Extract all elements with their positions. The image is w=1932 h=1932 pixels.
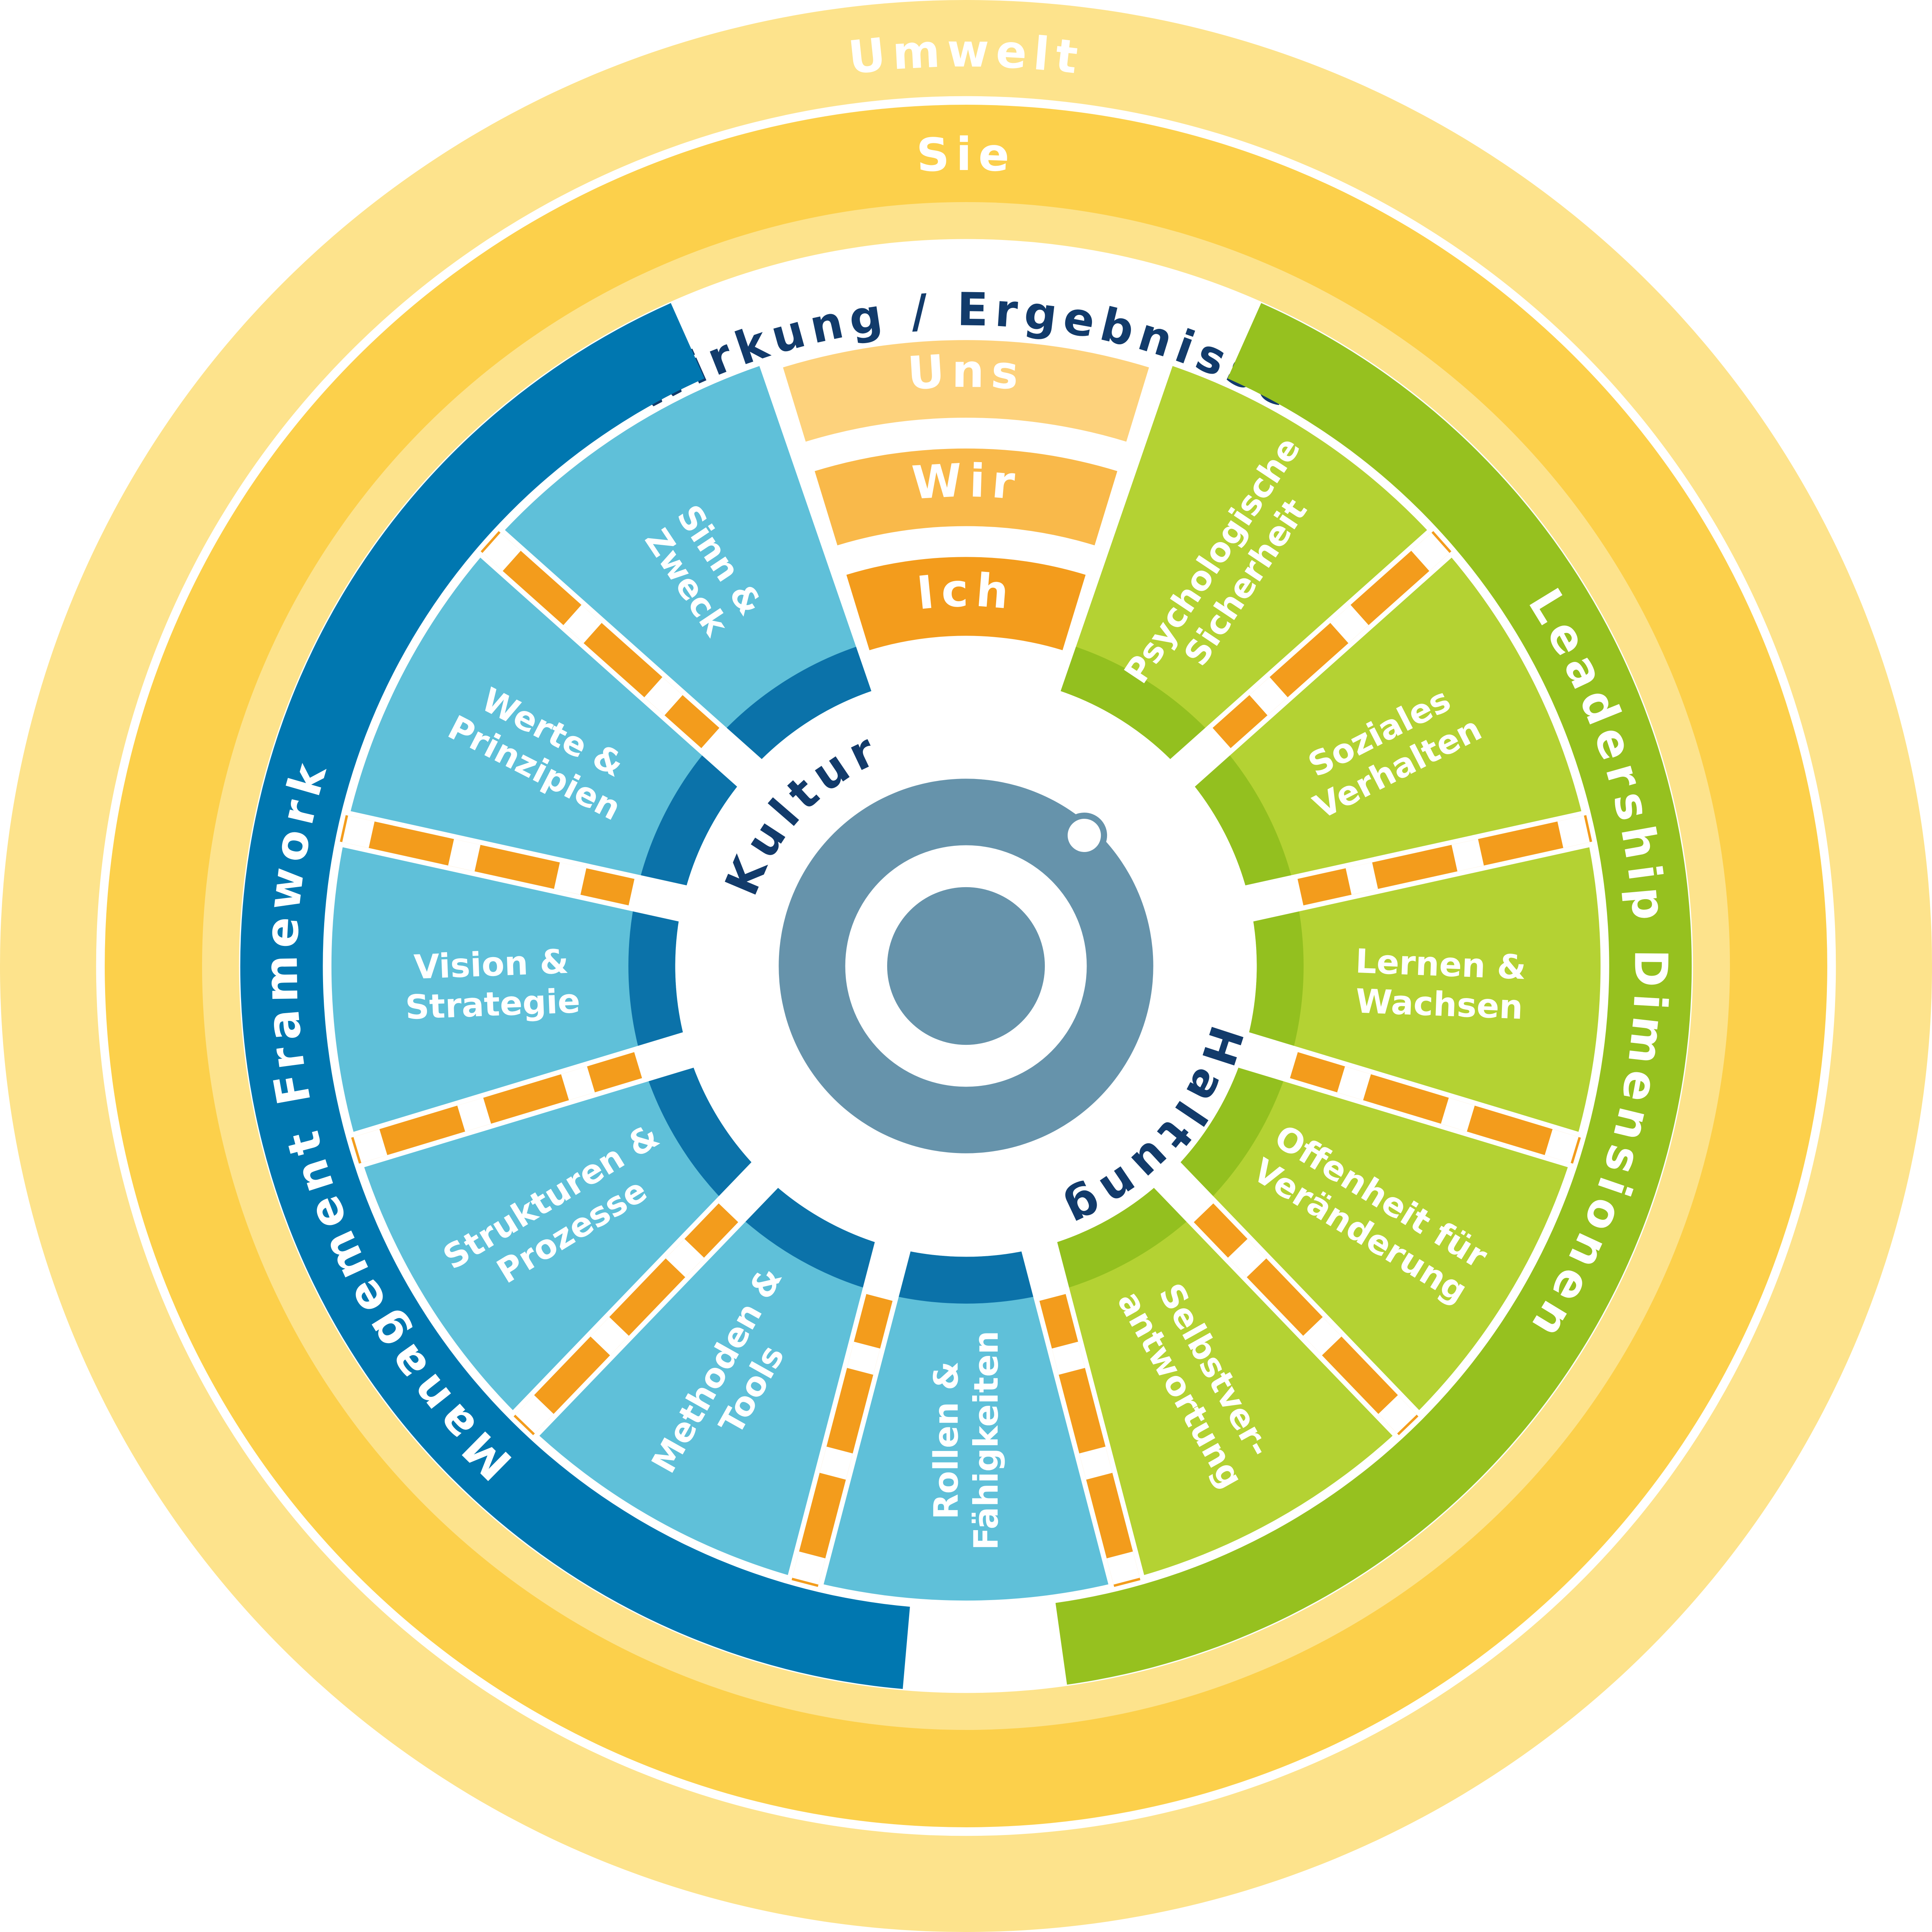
segment-label-line: Rollen &	[927, 1361, 966, 1519]
segment-label: Lernen &Wachsen	[1353, 942, 1527, 1027]
level-label: Wir	[910, 453, 1023, 510]
centre-core	[887, 887, 1045, 1045]
segment-band	[628, 893, 688, 1064]
segment-band	[1039, 1175, 1200, 1293]
segment-band	[643, 1050, 765, 1209]
sie-label: Sie	[915, 128, 1016, 182]
spoke	[1039, 1294, 1141, 1587]
spoke-marks	[1213, 531, 1452, 748]
level-band	[783, 340, 1149, 442]
spoke-marks	[1298, 815, 1592, 906]
segment-band	[714, 646, 871, 773]
level-label: Ich	[914, 563, 1017, 620]
level-band	[815, 448, 1117, 546]
segment	[346, 543, 749, 903]
umwelt-label-text: Umwelt	[846, 24, 1080, 85]
segment	[359, 1050, 765, 1423]
segment	[1183, 543, 1586, 903]
spoke	[791, 1294, 893, 1587]
segment-band	[1244, 893, 1304, 1064]
level-label: Uns	[906, 344, 1026, 400]
spoke-marks	[514, 1203, 738, 1435]
segment-label-line: Lernen &	[1355, 942, 1527, 987]
segment	[492, 366, 871, 773]
centre-dot	[1061, 812, 1107, 858]
level-band	[846, 557, 1086, 650]
spoke-marks	[1194, 1203, 1418, 1435]
spoke-marks	[480, 531, 719, 748]
segment	[1039, 1175, 1406, 1580]
management-arc	[240, 303, 910, 1689]
segment-label-line: Strategie	[405, 982, 581, 1027]
segment-band	[636, 741, 749, 903]
segment	[526, 1175, 893, 1580]
leadership-arc	[1055, 303, 1692, 1685]
level-label-text: Wir	[910, 453, 1017, 510]
segment-band	[1167, 1050, 1289, 1209]
level-label-text: Uns	[906, 344, 1020, 400]
spoke-marks	[340, 815, 634, 906]
segment-label-line: Vision &	[413, 942, 569, 987]
segment-label-line: Wachsen	[1355, 982, 1524, 1027]
spoke	[351, 1052, 642, 1164]
umwelt-label: Umwelt	[846, 24, 1087, 85]
spoke-marks	[1290, 1052, 1581, 1164]
segment	[1167, 1050, 1573, 1423]
segment-band	[732, 1175, 893, 1293]
segment	[1061, 366, 1440, 773]
segment-label-line: Fähigkeiten	[967, 1331, 1006, 1550]
segment-band	[881, 1247, 1051, 1304]
segment-label: Vision &Strategie	[403, 942, 581, 1027]
segment-label: Rollen & Fähigkeiten	[927, 1331, 1005, 1550]
level-label-text: Ich	[914, 563, 1010, 620]
segment-band	[1183, 741, 1296, 903]
sie-label-text: Sie	[915, 128, 1010, 182]
segment-band	[1061, 646, 1218, 773]
